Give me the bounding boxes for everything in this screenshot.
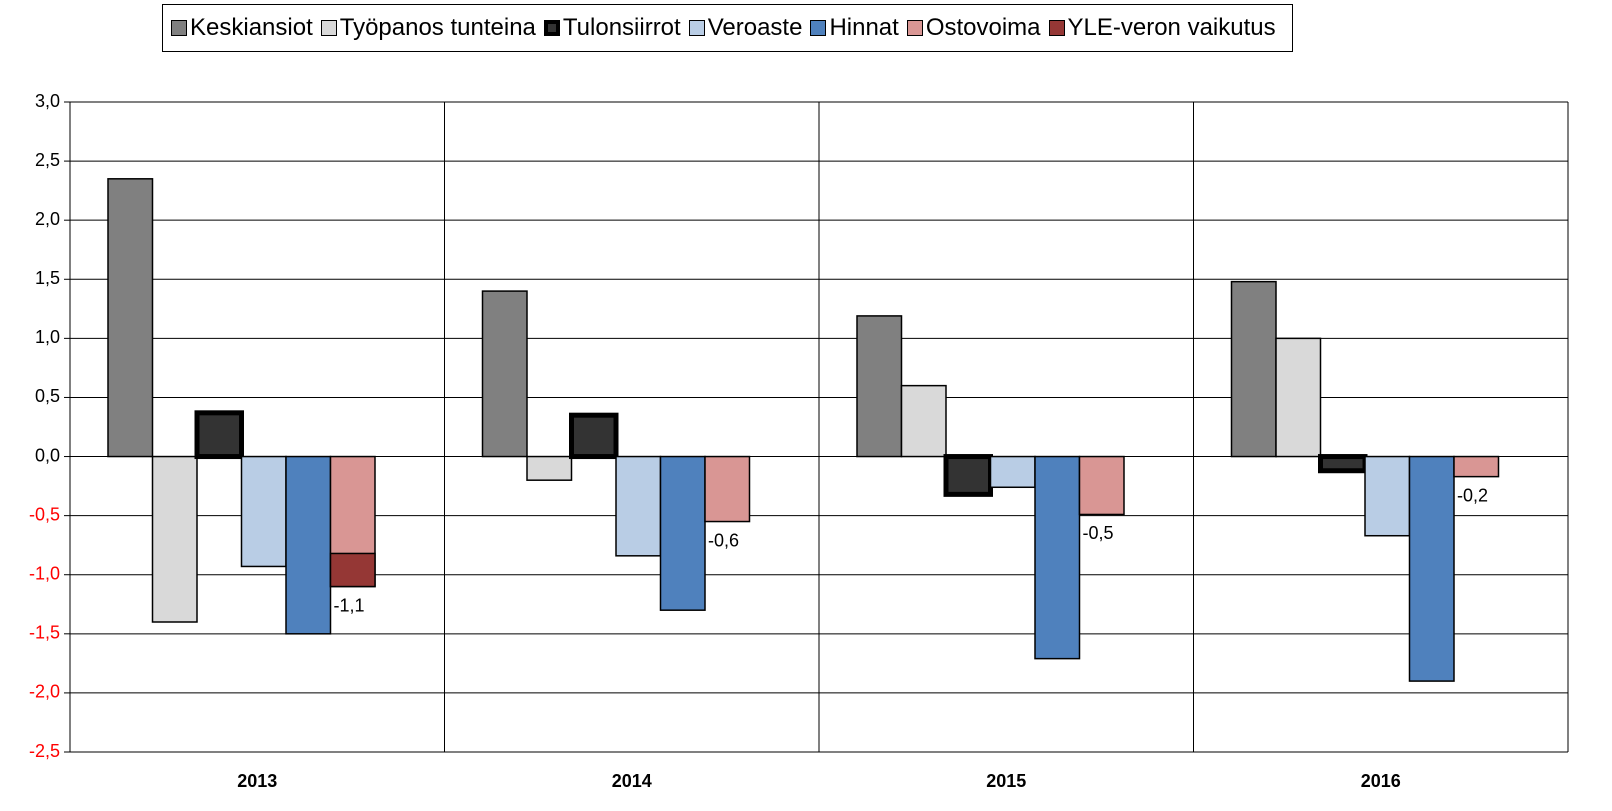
legend-entry: Keskiansiot (171, 14, 313, 42)
legend-swatch (906, 20, 923, 36)
legend-label: YLE-veron vaikutus (1067, 14, 1276, 41)
legend-entry: Työpanos tunteina (320, 14, 536, 42)
legend-entry: Veroaste (688, 14, 803, 42)
bar (1034, 455, 1081, 660)
legend-entry: YLE-veron vaikutus (1048, 14, 1276, 42)
legend-swatch (543, 20, 560, 36)
legend-label: Hinnat (829, 14, 899, 41)
y-tick-label: -0,5 (29, 504, 60, 524)
y-tick-label: -2,5 (29, 741, 60, 761)
y-tick-label: 3,0 (35, 91, 60, 111)
y-tick-label: 0,0 (35, 445, 60, 465)
legend-swatch (810, 20, 827, 36)
data-label: -0,5 (1083, 523, 1114, 543)
bar (240, 455, 287, 568)
bar (900, 384, 947, 458)
y-tick-label: 0,5 (35, 386, 60, 406)
legend-swatch (1048, 20, 1065, 36)
bar (194, 410, 244, 460)
legend-entry: Ostovoima (906, 14, 1041, 42)
x-tick-label: 2016 (1361, 771, 1401, 791)
legend-label: Tulonsiirrot (562, 14, 681, 41)
bar (1364, 455, 1411, 537)
bar (1453, 455, 1500, 478)
x-tick-label: 2014 (612, 771, 652, 791)
x-tick-label: 2015 (986, 771, 1026, 791)
x-tick-label: 2013 (237, 771, 277, 791)
bar (856, 315, 903, 458)
legend-swatch (171, 20, 187, 36)
y-tick-label: -1,5 (29, 623, 60, 643)
legend-label: Keskiansiot (190, 14, 313, 41)
y-tick-label: -2,0 (29, 682, 60, 702)
legend-entry: Hinnat (810, 14, 899, 42)
bar (481, 290, 528, 458)
legend-swatch (320, 20, 337, 36)
bar (1078, 455, 1125, 516)
bar (615, 455, 662, 557)
bar (526, 455, 573, 481)
y-tick-label: 1,5 (35, 268, 60, 288)
data-label: -0,2 (1457, 485, 1488, 505)
bar (285, 455, 332, 635)
bar (659, 455, 706, 611)
legend: Keskiansiot Työpanos tunteina Tulonsiirrot… (162, 4, 1293, 52)
bar (1230, 280, 1277, 458)
legend-label: Veroaste (707, 14, 803, 41)
bar (107, 178, 154, 458)
bar (1318, 454, 1368, 474)
bar (1275, 337, 1322, 458)
bar (1408, 455, 1455, 682)
bar (569, 412, 619, 460)
legend-swatch (688, 20, 705, 36)
y-tick-label: 2,0 (35, 209, 60, 229)
legend-label: Ostovoima (925, 14, 1041, 41)
bar (943, 454, 993, 497)
y-tick-label: 1,0 (35, 327, 60, 347)
y-tick-label: -1,0 (29, 563, 60, 583)
legend-entry: Tulonsiirrot (543, 14, 681, 42)
bar (704, 455, 751, 523)
bar-segment (329, 552, 376, 588)
bar (151, 455, 198, 623)
y-tick-label: 2,5 (35, 150, 60, 170)
bar (989, 455, 1036, 489)
data-label: -0,6 (708, 530, 739, 550)
data-label: -1,1 (334, 595, 365, 615)
legend-label: Työpanos tunteina (339, 14, 536, 41)
